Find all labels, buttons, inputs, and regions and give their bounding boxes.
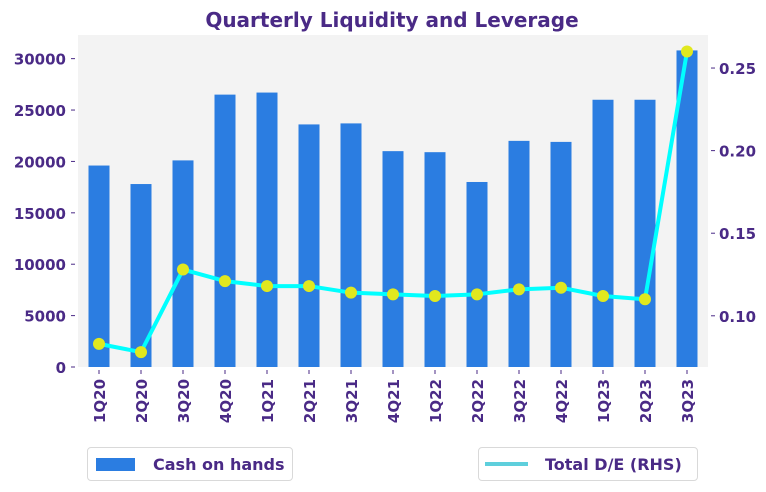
- y-right-tick-label: 0.20: [719, 143, 756, 161]
- de-point-1Q22: [429, 289, 441, 302]
- de-point-3Q22: [513, 283, 525, 296]
- legend-line-swatch: [485, 462, 528, 466]
- bar-2Q23: [634, 99, 656, 367]
- bar-series: [88, 50, 698, 368]
- y-left-tick-label: 30000: [14, 51, 66, 69]
- x-tick-label: 1Q20: [91, 379, 109, 423]
- x-tick-label: 3Q21: [343, 379, 361, 423]
- x-tick-label: 1Q21: [259, 379, 277, 423]
- de-point-1Q20: [93, 337, 105, 350]
- de-point-3Q21: [345, 286, 357, 299]
- y-left-tick-label: 20000: [14, 153, 66, 171]
- x-tick-label: 1Q23: [595, 379, 613, 423]
- de-point-2Q22: [471, 288, 483, 301]
- y-right-tick-label: 0.15: [719, 225, 756, 243]
- bar-3Q21: [340, 123, 362, 367]
- de-point-4Q22: [555, 281, 567, 294]
- bar-2Q20: [130, 184, 152, 367]
- de-point-2Q21: [303, 280, 315, 293]
- x-tick-label: 2Q20: [133, 379, 151, 423]
- bar-2Q22: [466, 181, 488, 367]
- x-tick-label: 3Q22: [511, 379, 529, 423]
- bar-4Q20: [214, 94, 236, 368]
- de-point-4Q21: [387, 288, 399, 301]
- y-axis-left: 0 5000 10000 15000 20000 25000 30000: [14, 51, 75, 377]
- legend-bar-swatch: [96, 457, 135, 471]
- y-right-tick-label: 0.10: [719, 308, 756, 326]
- de-point-3Q23: [681, 45, 693, 58]
- de-point-1Q23: [597, 289, 609, 302]
- bar-1Q21: [256, 92, 278, 368]
- legend-total-de: Total D/E (RHS): [478, 447, 698, 481]
- x-tick-label: 3Q20: [175, 379, 193, 423]
- legend-label-de: Total D/E (RHS): [545, 454, 682, 474]
- y-axis-right: 0.10 0.15 0.20 0.25: [711, 60, 756, 326]
- de-point-4Q20: [219, 275, 231, 288]
- bar-4Q22: [550, 141, 572, 367]
- x-tick-label: 4Q22: [553, 379, 571, 423]
- x-tick-label: 2Q23: [637, 379, 655, 423]
- legend-cash-on-hands: Cash on hands: [87, 447, 293, 481]
- x-tick-label: 1Q22: [427, 379, 445, 423]
- bar-3Q22: [508, 140, 530, 367]
- x-tick-label: 4Q20: [217, 379, 235, 423]
- bar-3Q23: [676, 50, 698, 367]
- y-left-tick-label: 25000: [14, 102, 66, 120]
- bar-4Q21: [382, 151, 404, 367]
- x-tick-label: 4Q21: [385, 379, 403, 423]
- legend-label-cash: Cash on hands: [153, 454, 285, 474]
- y-left-tick-label: 5000: [24, 308, 66, 326]
- x-tick-label: 2Q22: [469, 379, 487, 423]
- de-point-2Q23: [639, 293, 651, 306]
- bar-2Q21: [298, 124, 320, 367]
- bar-1Q22: [424, 152, 446, 367]
- y-left-tick-label: 15000: [14, 205, 66, 223]
- line-series: [93, 45, 693, 359]
- bar-1Q20: [88, 165, 110, 367]
- bar-1Q23: [592, 99, 614, 367]
- y-left-tick-label: 0: [56, 359, 66, 377]
- de-point-2Q20: [135, 346, 147, 359]
- x-axis: 1Q20 2Q20 3Q20 4Q20 1Q21 2Q21 3Q21 4Q21 1Q22 2Q22…: [91, 370, 697, 423]
- de-point-3Q20: [177, 263, 189, 276]
- x-tick-label: 2Q21: [301, 379, 319, 423]
- chart-title: Quarterly Liquidity and Leverage: [205, 8, 578, 32]
- y-right-tick-label: 0.25: [719, 60, 756, 78]
- de-point-1Q21: [261, 280, 273, 293]
- y-left-tick-label: 10000: [14, 256, 66, 274]
- x-tick-label: 3Q23: [679, 379, 697, 423]
